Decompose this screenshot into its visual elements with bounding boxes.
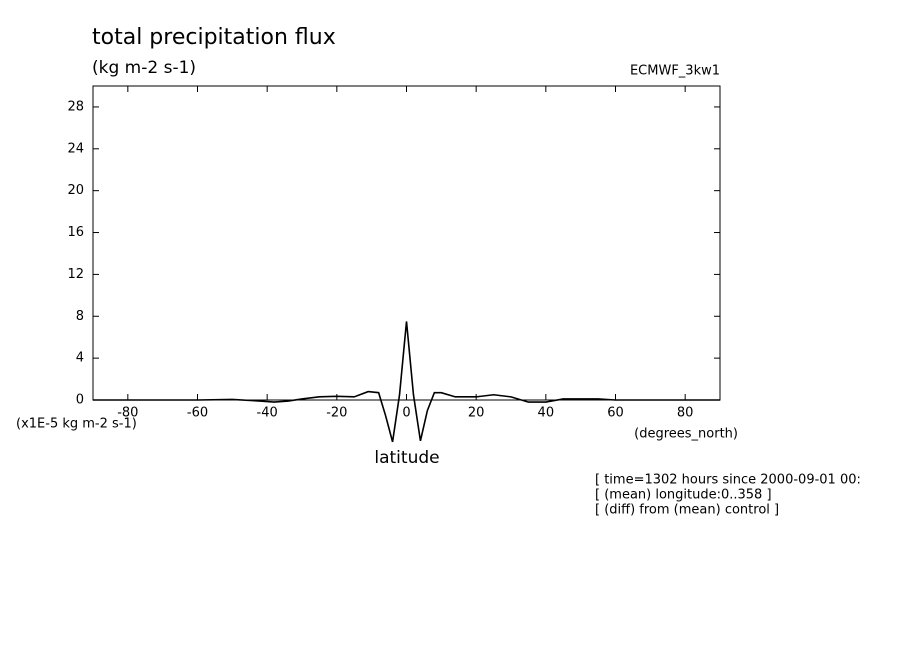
note: [ time=1302 hours since 2000-09-01 00: bbox=[595, 473, 861, 488]
y-tick-label: 12 bbox=[67, 267, 84, 282]
chart-subtitle: (kg m-2 s-1) bbox=[92, 58, 196, 78]
x-tick-label: -20 bbox=[326, 406, 347, 421]
x-tick-label: 80 bbox=[677, 406, 694, 421]
y-tick-label: 24 bbox=[67, 141, 84, 156]
note: [ (mean) longitude:0..358 ] bbox=[595, 488, 772, 503]
y-tick-label: 8 bbox=[76, 309, 84, 324]
dataset-label: ECMWF_3kw1 bbox=[630, 64, 720, 79]
x-tick-label: 20 bbox=[468, 406, 485, 421]
x-tick-label: -40 bbox=[257, 406, 278, 421]
y-tick-label: 16 bbox=[67, 225, 84, 240]
x-tick-label: 40 bbox=[538, 406, 555, 421]
data-line bbox=[93, 321, 720, 443]
x-tick-label: -60 bbox=[187, 406, 208, 421]
y-tick-label: 4 bbox=[76, 351, 84, 366]
y-tick-label: 0 bbox=[76, 393, 84, 408]
x-tick-label: 0 bbox=[402, 406, 410, 421]
y-units: (x1E-5 kg m-2 s-1) bbox=[16, 417, 137, 432]
y-tick-label: 20 bbox=[67, 183, 84, 198]
y-tick-label: 28 bbox=[67, 99, 84, 114]
note: [ (diff) from (mean) control ] bbox=[595, 503, 779, 518]
x-axis-label: latitude bbox=[374, 448, 439, 468]
x-tick-label: -80 bbox=[117, 406, 138, 421]
chart-title: total precipitation flux bbox=[92, 25, 336, 50]
x-units: (degrees_north) bbox=[634, 427, 738, 442]
x-tick-label: 60 bbox=[607, 406, 624, 421]
